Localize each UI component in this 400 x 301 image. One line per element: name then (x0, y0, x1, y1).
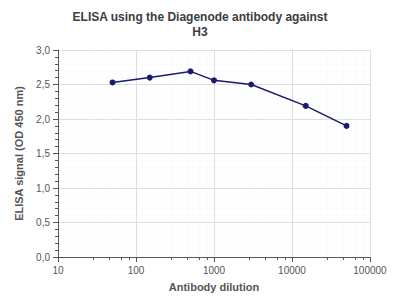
svg-text:2,5: 2,5 (36, 79, 50, 90)
svg-text:1000: 1000 (203, 265, 226, 276)
svg-text:100000: 100000 (353, 265, 387, 276)
svg-text:10: 10 (52, 265, 64, 276)
svg-text:ELISA using the Diagenode anti: ELISA using the Diagenode antibody again… (73, 10, 328, 24)
svg-text:2,0: 2,0 (36, 114, 50, 125)
svg-text:1,5: 1,5 (36, 148, 50, 159)
svg-text:0,0: 0,0 (36, 252, 50, 263)
svg-text:H3: H3 (192, 25, 208, 39)
svg-text:0,5: 0,5 (36, 217, 50, 228)
svg-text:Antibody dilution: Antibody dilution (169, 281, 260, 293)
svg-text:ELISA signal (OD 450 nm): ELISA signal (OD 450 nm) (13, 86, 25, 221)
svg-text:100: 100 (128, 265, 145, 276)
svg-text:1,0: 1,0 (36, 183, 50, 194)
svg-text:10000: 10000 (278, 265, 306, 276)
svg-text:3,0: 3,0 (36, 45, 50, 56)
